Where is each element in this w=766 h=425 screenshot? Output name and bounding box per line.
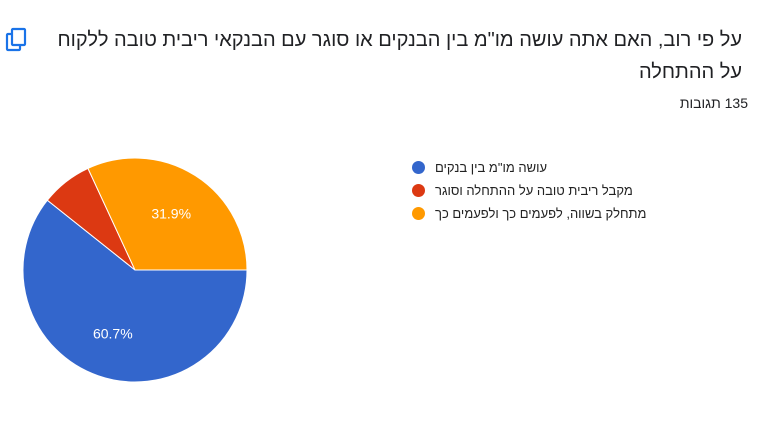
legend-label-0: עושה מו"מ בין בנקים bbox=[435, 160, 548, 175]
legend-swatch-0 bbox=[412, 161, 425, 174]
chart-legend: עושה מו"מ בין בנקים מקבל ריבית טובה על הה… bbox=[412, 156, 662, 225]
legend-label-2: מתחלק בשווה, לפעמים כך ולפעמים כך bbox=[435, 206, 647, 221]
legend-swatch-2 bbox=[412, 207, 425, 220]
copy-icon[interactable] bbox=[4, 26, 30, 54]
legend-item-1[interactable]: מקבל ריבית טובה על ההתחלה וסוגר bbox=[412, 179, 662, 202]
legend-item-0[interactable]: עושה מו"מ בין בנקים bbox=[412, 156, 662, 179]
legend-item-2[interactable]: מתחלק בשווה, לפעמים כך ולפעמים כך bbox=[412, 202, 662, 225]
slice-value-label-0: 60.7% bbox=[93, 325, 133, 341]
response-count: 135 תגובות bbox=[679, 95, 748, 111]
pie-slice-0[interactable] bbox=[22, 199, 248, 383]
pie-slice-2[interactable] bbox=[87, 157, 248, 271]
legend-swatch-1 bbox=[412, 184, 425, 197]
slice-value-label-2: 31.9% bbox=[151, 205, 191, 221]
legend-label-1: מקבל ריבית טובה על ההתחלה וסוגר bbox=[435, 183, 633, 198]
question-title: על פי רוב, האם אתה עושה מו"מ בין הבנקים … bbox=[57, 29, 742, 83]
